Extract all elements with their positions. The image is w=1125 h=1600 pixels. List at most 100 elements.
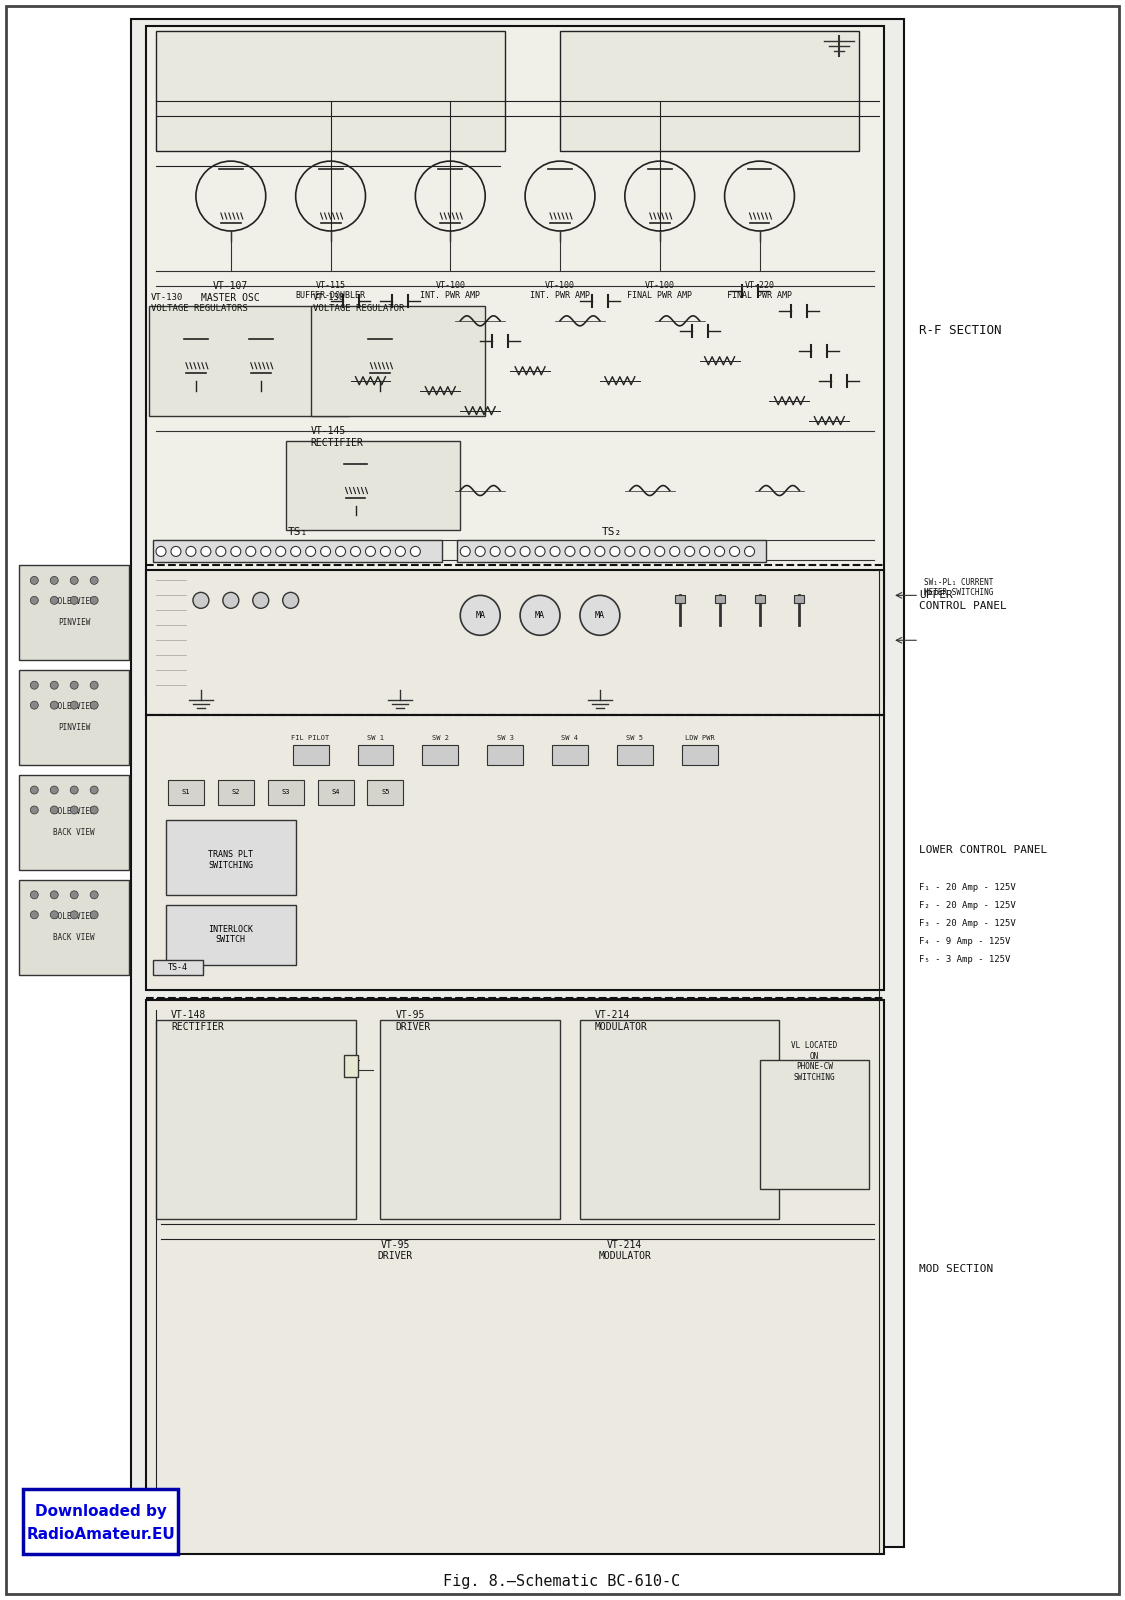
- Circle shape: [70, 597, 79, 605]
- Text: VT-214
MODULATOR: VT-214 MODULATOR: [595, 1010, 648, 1032]
- Circle shape: [90, 701, 98, 709]
- FancyBboxPatch shape: [19, 774, 129, 870]
- Circle shape: [745, 547, 755, 557]
- FancyBboxPatch shape: [616, 746, 652, 765]
- Circle shape: [460, 595, 501, 635]
- Circle shape: [90, 891, 98, 899]
- Circle shape: [730, 547, 739, 557]
- FancyBboxPatch shape: [146, 1000, 884, 1554]
- FancyBboxPatch shape: [794, 595, 804, 603]
- Circle shape: [520, 595, 560, 635]
- FancyBboxPatch shape: [148, 306, 349, 416]
- Circle shape: [245, 547, 255, 557]
- Text: VT-138
VOLTAGE REGULATOR: VT-138 VOLTAGE REGULATOR: [313, 293, 404, 314]
- Circle shape: [156, 547, 166, 557]
- Circle shape: [90, 576, 98, 584]
- Text: MA: MA: [595, 611, 605, 619]
- Circle shape: [70, 682, 79, 690]
- Text: S1: S1: [181, 789, 190, 795]
- Circle shape: [30, 891, 38, 899]
- Text: HOLE VIEW

BACK VIEW: HOLE VIEW BACK VIEW: [53, 912, 94, 942]
- Circle shape: [669, 547, 680, 557]
- Circle shape: [520, 547, 530, 557]
- Circle shape: [90, 682, 98, 690]
- Text: VT-148
RECTIFIER: VT-148 RECTIFIER: [171, 1010, 224, 1032]
- Circle shape: [595, 547, 605, 557]
- Text: Fig. 8.—Schematic BC-610-C: Fig. 8.—Schematic BC-610-C: [443, 1574, 681, 1589]
- Text: LOWER CONTROL PANEL: LOWER CONTROL PANEL: [919, 845, 1047, 854]
- FancyBboxPatch shape: [132, 19, 905, 1547]
- FancyBboxPatch shape: [310, 306, 485, 416]
- Text: VT-220
FINAL PWR AMP: VT-220 FINAL PWR AMP: [727, 282, 792, 301]
- Circle shape: [70, 891, 79, 899]
- Circle shape: [282, 592, 298, 608]
- Text: HOLE VIEW

BACK VIEW: HOLE VIEW BACK VIEW: [53, 806, 94, 837]
- Circle shape: [70, 576, 79, 584]
- Text: MOD SECTION: MOD SECTION: [919, 1264, 993, 1274]
- Circle shape: [351, 547, 360, 557]
- Circle shape: [380, 547, 390, 557]
- FancyBboxPatch shape: [714, 595, 724, 603]
- Circle shape: [276, 547, 286, 557]
- Text: MA: MA: [536, 611, 544, 619]
- FancyBboxPatch shape: [156, 32, 505, 150]
- Circle shape: [171, 547, 181, 557]
- Text: VT-95
DRIVER: VT-95 DRIVER: [378, 1240, 413, 1261]
- Circle shape: [30, 910, 38, 918]
- Circle shape: [366, 547, 376, 557]
- FancyBboxPatch shape: [19, 880, 129, 974]
- FancyBboxPatch shape: [675, 595, 685, 603]
- Circle shape: [90, 910, 98, 918]
- FancyBboxPatch shape: [759, 1059, 870, 1189]
- Text: VT-100
INT. PWR AMP: VT-100 INT. PWR AMP: [530, 282, 590, 301]
- Text: UPPER
CONTROL PANEL: UPPER CONTROL PANEL: [919, 589, 1007, 611]
- Circle shape: [505, 547, 515, 557]
- FancyBboxPatch shape: [153, 960, 202, 974]
- Text: S4: S4: [331, 789, 340, 795]
- Text: SW 3: SW 3: [496, 734, 514, 741]
- Circle shape: [261, 547, 271, 557]
- FancyBboxPatch shape: [487, 746, 523, 765]
- Text: Downloaded by: Downloaded by: [35, 1504, 166, 1518]
- FancyBboxPatch shape: [146, 570, 884, 715]
- Circle shape: [90, 597, 98, 605]
- Circle shape: [51, 910, 58, 918]
- Circle shape: [253, 592, 269, 608]
- FancyBboxPatch shape: [755, 595, 765, 603]
- Text: R-F SECTION: R-F SECTION: [919, 325, 1001, 338]
- Circle shape: [192, 592, 209, 608]
- FancyBboxPatch shape: [218, 781, 254, 805]
- FancyBboxPatch shape: [168, 781, 204, 805]
- Circle shape: [490, 547, 501, 557]
- Circle shape: [186, 547, 196, 557]
- Text: HOLE VIEW

PINVIEW: HOLE VIEW PINVIEW: [53, 597, 94, 627]
- Circle shape: [30, 576, 38, 584]
- Text: HOLE VIEW

PINVIEW: HOLE VIEW PINVIEW: [53, 702, 94, 733]
- FancyBboxPatch shape: [166, 906, 296, 965]
- Text: S2: S2: [232, 789, 240, 795]
- Circle shape: [565, 547, 575, 557]
- Circle shape: [700, 547, 710, 557]
- Text: VT-100
FINAL PWR AMP: VT-100 FINAL PWR AMP: [628, 282, 692, 301]
- Text: VT-107
MASTER OSC: VT-107 MASTER OSC: [201, 282, 260, 302]
- FancyBboxPatch shape: [146, 715, 884, 990]
- FancyBboxPatch shape: [380, 1019, 560, 1219]
- Circle shape: [30, 806, 38, 814]
- Circle shape: [70, 701, 79, 709]
- Circle shape: [655, 547, 665, 557]
- Text: VT-95
DRIVER: VT-95 DRIVER: [395, 1010, 431, 1032]
- Text: RadioAmateur.EU: RadioAmateur.EU: [26, 1526, 176, 1542]
- Circle shape: [30, 786, 38, 794]
- Circle shape: [51, 806, 58, 814]
- Text: SW₁-PL₁ CURRENT
METER SWITCHING: SW₁-PL₁ CURRENT METER SWITCHING: [924, 578, 993, 597]
- FancyBboxPatch shape: [422, 746, 458, 765]
- FancyBboxPatch shape: [292, 746, 328, 765]
- Text: VT-130
VOLTAGE REGULATORS: VT-130 VOLTAGE REGULATORS: [151, 293, 248, 314]
- Circle shape: [201, 547, 210, 557]
- Text: TRANS PLT
SWITCHING: TRANS PLT SWITCHING: [208, 850, 253, 869]
- Circle shape: [536, 547, 544, 557]
- FancyBboxPatch shape: [19, 670, 129, 765]
- Text: MA: MA: [475, 611, 485, 619]
- Text: VL LOCATED
ON
PHONE-CW
SWITCHING: VL LOCATED ON PHONE-CW SWITCHING: [791, 1042, 837, 1082]
- FancyBboxPatch shape: [317, 781, 353, 805]
